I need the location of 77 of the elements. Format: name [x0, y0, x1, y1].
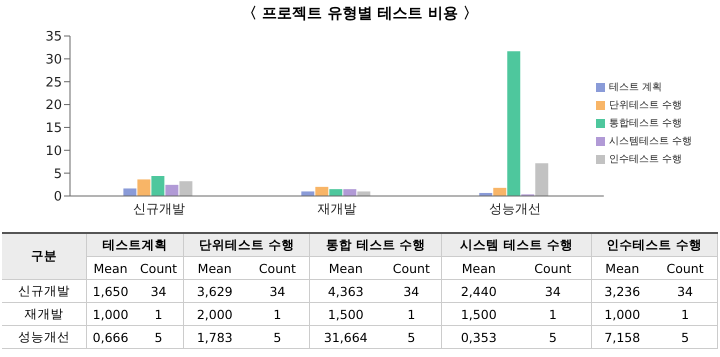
legend-label: 인수테스트 수행 — [608, 154, 682, 165]
text: 2,000 — [196, 306, 233, 322]
text: 1,500 — [460, 306, 497, 322]
y-tick-label: 15 — [45, 121, 62, 136]
bar — [329, 189, 342, 196]
data-label: 34 — [381, 280, 442, 302]
bar — [507, 51, 520, 196]
text: 31,664 — [324, 330, 368, 344]
text: 2,440 — [460, 284, 497, 298]
text: 3,236 — [604, 284, 640, 298]
text: 1,650 — [92, 284, 128, 298]
data-label: 34 — [515, 280, 592, 302]
data-label: 5 — [515, 326, 592, 348]
category-label: 신규개발 — [2, 280, 86, 302]
text: Mean — [198, 260, 232, 276]
text: Mean — [605, 260, 640, 276]
text: Count — [534, 260, 572, 276]
legend-label: 시스템테스트 수행 — [608, 136, 692, 147]
data-label: 1 — [515, 302, 592, 326]
data-label: 5 — [653, 326, 718, 348]
text: 통합 테스트 수행 — [310, 233, 442, 256]
legend-label: 테스트 계획 — [608, 82, 662, 93]
bar — [343, 189, 356, 196]
text: Mean — [94, 260, 128, 276]
bar — [493, 188, 506, 196]
y-tick-label: 10 — [45, 144, 62, 159]
y-tick-label: 35 — [45, 30, 62, 45]
text: Mean — [328, 260, 363, 276]
bar — [315, 186, 328, 196]
legend-label: 단위테스트 수행 — [608, 100, 682, 111]
legend-label: 통합테스트 수행 — [608, 118, 682, 129]
text: 7,158 — [604, 330, 640, 344]
data-label: 1 — [134, 302, 184, 326]
text: 1,783 — [196, 330, 233, 344]
text: 구분 — [2, 233, 86, 280]
text: Count — [134, 256, 184, 280]
y-tick-label: 25 — [45, 75, 62, 90]
text: Mean — [462, 260, 496, 276]
data-label: 5 — [245, 326, 310, 348]
y-tick-label: 0 — [54, 190, 62, 205]
bar — [151, 176, 164, 196]
data-label: 5 — [381, 326, 442, 348]
data-label: 34 — [653, 280, 718, 302]
data-label: 5 — [134, 326, 184, 348]
data-label: 1 — [381, 302, 442, 326]
text: 4,363 — [328, 284, 364, 298]
x-tick-label: 성능개선 — [488, 202, 541, 218]
bar — [123, 188, 136, 196]
category-label: 성능개선 — [2, 326, 86, 348]
x-tick-label: 재개발 — [317, 202, 356, 218]
data-label: 1 — [245, 302, 310, 326]
chart-title: 〈 프로젝트 유형별 테스트 비용 〉 — [240, 3, 480, 24]
text: Count — [392, 260, 430, 276]
x-tick-label: 신규개발 — [132, 202, 185, 218]
y-tick-label: 30 — [45, 52, 62, 68]
category-label: 재개발 — [2, 302, 86, 326]
text: 시스템 테스트 수행 — [442, 233, 592, 256]
text: 0,353 — [460, 330, 497, 344]
bar — [179, 181, 192, 196]
text: 인수테스트 수행 — [591, 233, 718, 256]
data-label: 34 — [134, 280, 184, 302]
text: 1,000 — [604, 306, 640, 322]
text: Count — [258, 260, 296, 276]
bar — [165, 184, 178, 196]
bar — [535, 163, 548, 196]
text: 1,500 — [328, 306, 364, 322]
data-label: 34 — [245, 280, 310, 302]
bar — [137, 179, 150, 196]
text: 단위테스트 수행 — [183, 233, 310, 256]
y-tick-label: 5 — [54, 166, 62, 182]
text: 3,629 — [196, 284, 233, 298]
text: 1,000 — [92, 306, 128, 322]
y-tick-label: 20 — [45, 98, 62, 114]
data-label: 1 — [653, 302, 718, 326]
text: Count — [666, 260, 704, 276]
text: 테스트계획 — [86, 233, 184, 256]
text: 0,666 — [92, 330, 128, 344]
